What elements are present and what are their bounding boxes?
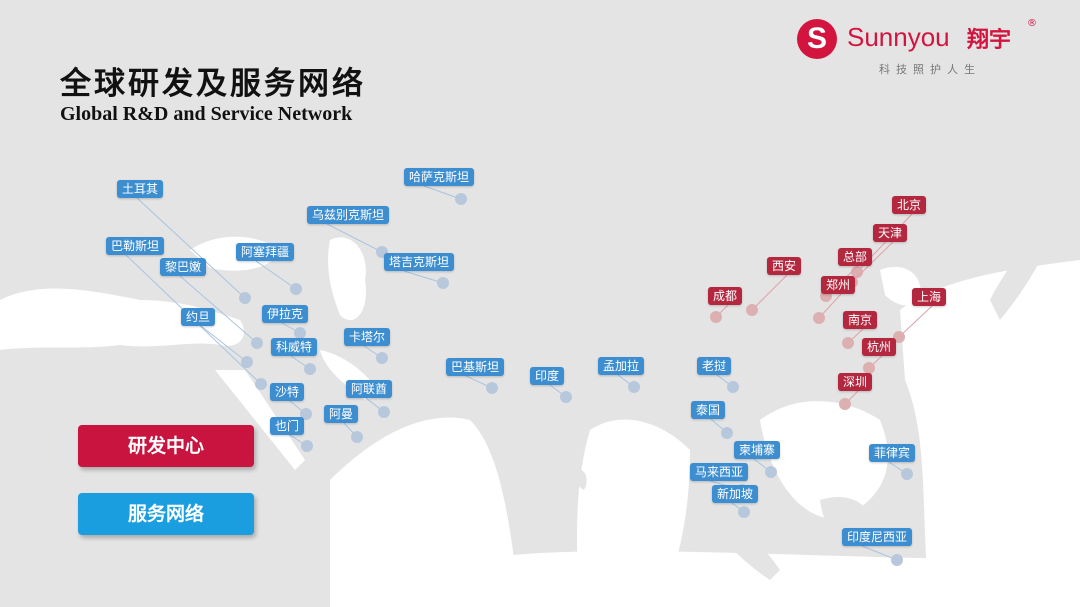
service-location-label: 马来西亚: [690, 463, 749, 481]
location-dot: [251, 337, 263, 349]
location-dot: [727, 381, 739, 393]
japan: [990, 200, 1060, 320]
service-location-label: 菲律宾: [869, 444, 916, 462]
service-location-label: 黎巴嫩: [160, 258, 207, 276]
service-location-label: 印度: [530, 367, 565, 385]
service-location-label: 孟加拉: [598, 357, 645, 375]
connector-line: [423, 185, 462, 200]
location-dot: [486, 382, 498, 394]
rd-center-label: 南京: [843, 311, 878, 329]
location-dot: [294, 327, 306, 339]
location-dot: [839, 398, 851, 410]
connector-line: [861, 545, 898, 561]
rd-center-label: 总部: [838, 248, 873, 266]
location-dot: [290, 283, 302, 295]
service-location-label: 巴基斯坦: [446, 358, 505, 376]
location-dot: [255, 378, 267, 390]
service-location-label: 乌兹别克斯坦: [307, 206, 390, 224]
page-title: 全球研发及服务网络: [60, 66, 366, 102]
location-dot: [721, 427, 733, 439]
location-dot: [560, 391, 572, 403]
red-sea: [215, 370, 305, 470]
rd-center-label: 北京: [892, 196, 927, 214]
service-location-label: 阿曼: [324, 405, 359, 423]
service-location-label: 印度尼西亚: [842, 528, 913, 546]
service-location-label: 科威特: [271, 338, 318, 356]
location-dot: [239, 292, 251, 304]
location-dot: [378, 406, 390, 418]
location-dot: [901, 468, 913, 480]
company-logo: S Sunnyou 翔宇 ® 科技照护人生: [797, 16, 1047, 76]
mediterranean-sea: [0, 288, 244, 350]
connector-line: [851, 241, 894, 283]
connector-line: [898, 305, 933, 338]
service-location-label: 卡塔尔: [344, 328, 391, 346]
location-dot: [241, 356, 253, 368]
rd-center-label: 天津: [873, 224, 908, 242]
location-dot: [304, 363, 316, 375]
location-dot: [851, 266, 863, 278]
location-dot: [813, 312, 825, 324]
legend-rd-center[interactable]: 研发中心: [78, 425, 254, 467]
service-location-label: 也门: [270, 417, 305, 435]
location-dot: [765, 466, 777, 478]
service-location-label: 柬埔寨: [734, 441, 781, 459]
page-subtitle: Global R&D and Service Network: [60, 103, 353, 125]
location-dot: [842, 337, 854, 349]
rd-center-label: 深圳: [838, 373, 873, 391]
location-dot: [746, 304, 758, 316]
service-location-label: 泰国: [691, 401, 726, 419]
service-location-label: 阿塞拜疆: [236, 243, 295, 261]
connector-line: [403, 270, 444, 284]
service-location-label: 约旦: [181, 308, 216, 326]
location-dot: [455, 193, 467, 205]
location-dot: [738, 506, 750, 518]
service-location-label: 伊拉克: [262, 305, 309, 323]
connector-line: [136, 197, 246, 299]
location-dot: [891, 554, 903, 566]
sri-lanka: [576, 469, 587, 490]
logo-slogan: 科技照护人生: [879, 63, 981, 76]
location-dot: [301, 440, 313, 452]
location-dot: [863, 362, 875, 374]
east-china-sea: [900, 260, 1080, 607]
registered-mark: ®: [1027, 18, 1037, 29]
connector-line: [200, 325, 248, 363]
service-location-label: 哈萨克斯坦: [404, 168, 475, 186]
connector-line: [751, 274, 788, 311]
indian-ocean: [470, 551, 1080, 607]
service-location-label: 巴勒斯坦: [106, 237, 165, 255]
rd-center-label: 杭州: [862, 338, 897, 356]
location-dot: [710, 311, 722, 323]
caspian-sea: [328, 237, 366, 321]
south-china-sea: [760, 401, 888, 520]
connector-line: [255, 260, 297, 290]
location-dot: [437, 277, 449, 289]
logo-brand: Sunnyou: [847, 22, 950, 52]
legend-service-network[interactable]: 服务网络: [78, 493, 254, 535]
service-location-label: 老挝: [697, 357, 732, 375]
connector-line: [326, 223, 383, 253]
location-dot: [351, 431, 363, 443]
service-location-label: 土耳其: [117, 180, 164, 198]
sumatra: [700, 500, 780, 580]
rd-center-label: 上海: [912, 288, 947, 306]
yellow-sea: [880, 266, 921, 306]
service-location-label: 新加坡: [712, 485, 759, 503]
location-dot: [376, 352, 388, 364]
service-location-label: 塔吉克斯坦: [384, 253, 455, 271]
logo-brand-cn: 翔宇: [967, 28, 1012, 53]
location-dot: [628, 381, 640, 393]
logo-s-icon: S: [797, 19, 837, 59]
service-location-label: 沙特: [270, 383, 305, 401]
rd-center-label: 郑州: [821, 276, 856, 294]
rd-center-label: 成都: [708, 287, 743, 305]
rd-center-label: 西安: [767, 257, 802, 275]
connector-line: [179, 275, 258, 344]
service-location-label: 阿联酋: [346, 380, 393, 398]
